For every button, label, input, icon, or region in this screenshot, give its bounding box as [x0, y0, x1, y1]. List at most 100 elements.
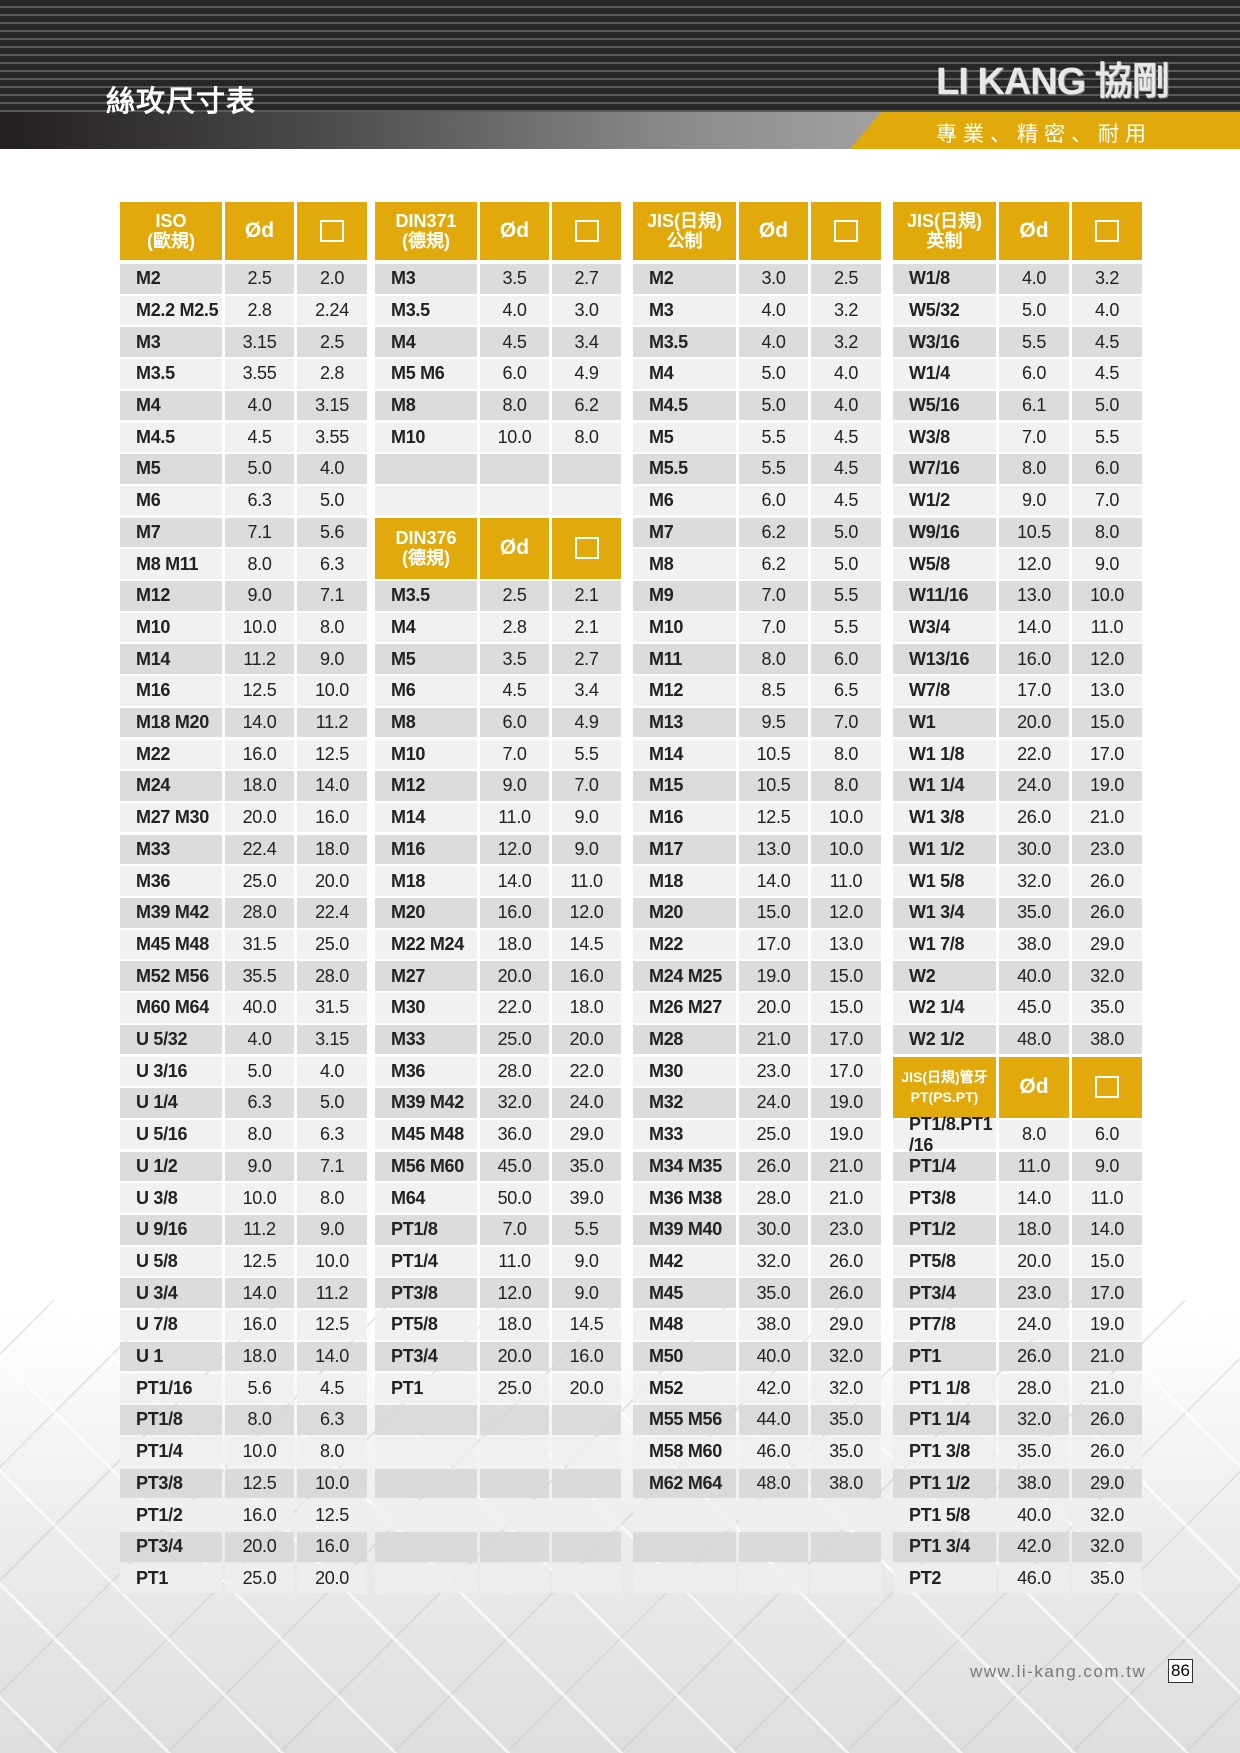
thread-size: W1 1/2: [893, 834, 996, 865]
diameter-value: 35.0: [999, 1436, 1069, 1467]
empty-cell: [811, 1563, 881, 1594]
brand-tagline: 專業、精密、耐用: [936, 123, 1152, 146]
square-value: 2.1: [552, 612, 621, 643]
diameter-value: 3.5: [480, 264, 549, 294]
diameter-value: 4.0: [225, 390, 294, 421]
diameter-value: 24.0: [999, 771, 1069, 801]
square-value: 2.7: [552, 644, 621, 674]
square-value: 35.0: [811, 1405, 881, 1435]
thread-size: M11: [633, 644, 736, 674]
thread-size: M3.5: [633, 327, 736, 357]
diameter-value: 22.0: [999, 739, 1069, 769]
thread-size: M13: [633, 707, 736, 738]
thread-size: M5: [375, 644, 477, 674]
thread-size: M5 M6: [375, 359, 477, 389]
empty-cell: [480, 1468, 549, 1499]
thread-size: W11/16: [893, 581, 996, 611]
thread-size: M10: [120, 612, 222, 643]
square-value: 4.0: [297, 1056, 367, 1086]
diameter-value: 25.0: [739, 1119, 808, 1150]
website-link[interactable]: www.li-kang.com.tw: [970, 1662, 1147, 1681]
diameter-value: 20.0: [739, 993, 808, 1023]
square-value: 11.0: [811, 866, 881, 896]
square-value: 29.0: [1072, 1468, 1142, 1499]
thread-size: W5/16: [893, 390, 996, 421]
thread-size: M64: [375, 1183, 477, 1213]
thread-size: M39 M40: [633, 1215, 736, 1245]
thread-size: M39 M42: [120, 898, 222, 928]
thread-size: M17: [633, 834, 736, 865]
thread-size: W1 1/8: [893, 739, 996, 769]
empty-cell: [633, 1532, 736, 1562]
diameter-value: 4.0: [480, 295, 549, 326]
thread-size: W1/2: [893, 485, 996, 516]
thread-size: M3: [375, 264, 477, 294]
square-value: 10.0: [297, 1246, 367, 1277]
diameter-value: 50.0: [480, 1183, 549, 1213]
diameter-value: 20.0: [480, 961, 549, 991]
square-value: 6.0: [1072, 454, 1142, 484]
diameter-value: 12.0: [999, 549, 1069, 579]
square-value: 11.2: [297, 707, 367, 738]
thread-size: M45: [633, 1278, 736, 1308]
diameter-value: 48.0: [739, 1468, 808, 1499]
thread-size: W1 1/4: [893, 771, 996, 801]
diameter-value: 4.0: [225, 1024, 294, 1055]
diameter-value: 12.5: [739, 802, 808, 833]
diameter-value: 3.5: [480, 644, 549, 674]
thread-size: M14: [633, 739, 736, 769]
diameter-value: 28.0: [739, 1183, 808, 1213]
thread-size: M33: [375, 1024, 477, 1055]
thread-size: M27: [375, 961, 477, 991]
diameter-value: 7.0: [999, 422, 1069, 452]
empty-cell: [552, 454, 621, 484]
square-value: 15.0: [811, 993, 881, 1023]
diameter-value: 18.0: [480, 929, 549, 960]
square-value: 10.0: [297, 1468, 367, 1499]
diameter-value: 17.0: [999, 676, 1069, 706]
square-value: 26.0: [1072, 898, 1142, 928]
thread-size: M8: [633, 549, 736, 579]
thread-size: M8: [375, 707, 477, 738]
empty-cell: [375, 1436, 477, 1467]
thread-size: M36: [120, 866, 222, 896]
diameter-value: 38.0: [739, 1310, 808, 1340]
thread-size: M62 M64: [633, 1468, 736, 1499]
diameter-value: 16.0: [225, 1310, 294, 1340]
thread-size: W2: [893, 961, 996, 991]
thread-size: W1/4: [893, 359, 996, 389]
thread-size: M48: [633, 1310, 736, 1340]
thread-size: M16: [120, 676, 222, 706]
diameter-value: 6.2: [739, 549, 808, 579]
diameter-value: 10.0: [225, 612, 294, 643]
diameter-value: 5.0: [225, 1056, 294, 1086]
thread-size: M5.5: [633, 454, 736, 484]
diameter-value: 5.5: [739, 422, 808, 452]
diameter-value: 28.0: [225, 898, 294, 928]
diameter-value: 16.0: [480, 898, 549, 928]
thread-size: M10: [375, 422, 477, 452]
diameter-value: 4.5: [480, 676, 549, 706]
thread-size: PT1: [120, 1563, 222, 1594]
square-outline-icon: [574, 537, 599, 560]
thread-size: PT1/4: [893, 1151, 996, 1182]
thread-size: U 5/8: [120, 1246, 222, 1277]
thread-size: U 3/16: [120, 1056, 222, 1086]
square-value: 22.4: [297, 898, 367, 928]
diameter-value: 14.0: [739, 866, 808, 896]
square-value: 32.0: [811, 1373, 881, 1403]
diameter-value: 16.0: [225, 739, 294, 769]
diameter-value: 40.0: [225, 993, 294, 1023]
thread-size: M14: [120, 644, 222, 674]
table-header-diameter: Ød: [739, 202, 808, 260]
diameter-value: 40.0: [999, 1500, 1069, 1530]
thread-size: PT3/4: [375, 1341, 477, 1372]
diameter-value: 9.0: [225, 581, 294, 611]
thread-size: W1 3/4: [893, 898, 996, 928]
diameter-value: 23.0: [739, 1056, 808, 1086]
thread-size: PT3/8: [375, 1278, 477, 1308]
square-value: 9.0: [297, 1215, 367, 1245]
diameter-value: 26.0: [999, 1341, 1069, 1372]
thread-size: W5/32: [893, 295, 996, 326]
thread-size: M4.5: [633, 390, 736, 421]
